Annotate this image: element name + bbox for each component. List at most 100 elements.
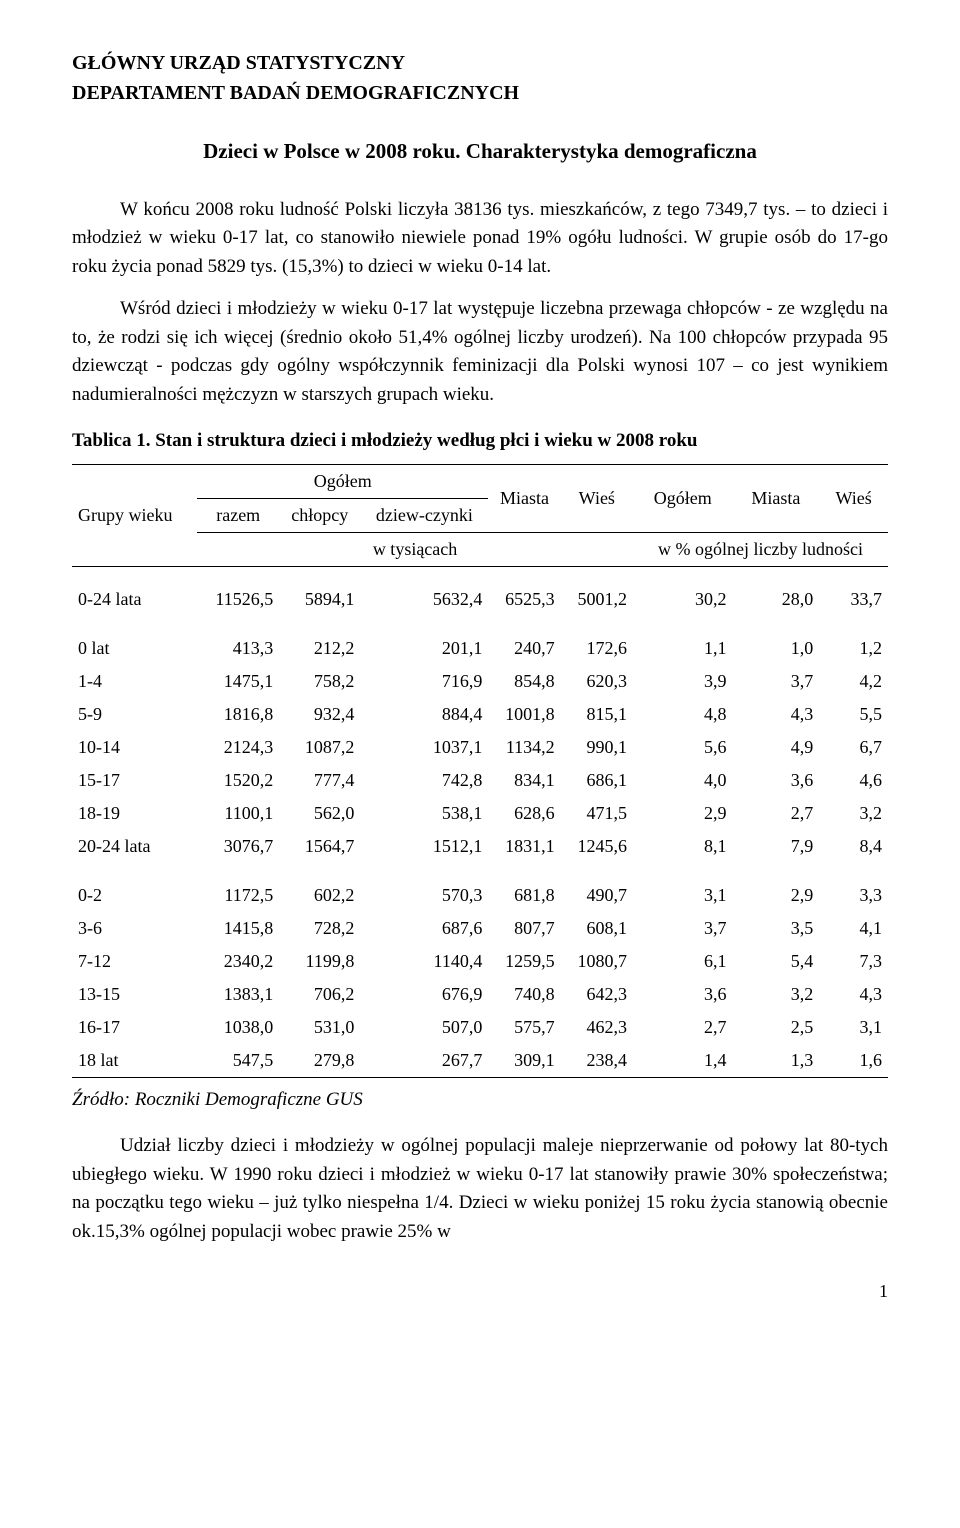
table-cell: 0 lat (72, 632, 197, 665)
table-cell: 1383,1 (197, 978, 279, 1011)
table-cell: 1564,7 (279, 830, 360, 863)
table-cell: 1001,8 (488, 698, 560, 731)
paragraph-3: Udział liczby dzieci i młodzieży w ogóln… (72, 1132, 888, 1246)
table-cell: 620,3 (561, 665, 633, 698)
table-row: 18-191100,1562,0538,1628,6471,52,92,73,2 (72, 797, 888, 830)
table-cell: 240,7 (488, 632, 560, 665)
table-cell: 1512,1 (360, 830, 488, 863)
table-row: 3-61415,8728,2687,6807,7608,13,73,54,1 (72, 912, 888, 945)
table-cell: 10-14 (72, 731, 197, 764)
table-cell: 1520,2 (197, 764, 279, 797)
table-cell: 2,7 (733, 797, 820, 830)
col-razem: razem (197, 498, 279, 532)
col-grupy: Grupy wieku (72, 464, 197, 566)
table-cell: 2340,2 (197, 945, 279, 978)
demographics-table: Grupy wieku Ogółem Miasta Wieś Ogółem Mi… (72, 464, 888, 1078)
table-row: 20-24 lata3076,71564,71512,11831,11245,6… (72, 830, 888, 863)
table-cell: 531,0 (279, 1011, 360, 1044)
table-cell: 932,4 (279, 698, 360, 731)
table-cell: 1134,2 (488, 731, 560, 764)
table-cell: 1415,8 (197, 912, 279, 945)
table-row: 0 lat413,3212,2201,1240,7172,61,11,01,2 (72, 632, 888, 665)
table-cell: 3,1 (633, 879, 733, 912)
table-cell: 1245,6 (561, 830, 633, 863)
table-cell: 5,6 (633, 731, 733, 764)
col-ogolem-pct: Ogółem (633, 464, 733, 532)
table-cell: 1259,5 (488, 945, 560, 978)
table-cell: 1100,1 (197, 797, 279, 830)
table-cell: 5,4 (733, 945, 820, 978)
table-cell: 547,5 (197, 1044, 279, 1078)
table-cell: 681,8 (488, 879, 560, 912)
table-cell: 4,6 (819, 764, 888, 797)
table-cell: 2,7 (633, 1011, 733, 1044)
paragraph-1: W końcu 2008 roku ludność Polski liczyła… (72, 196, 888, 282)
table-cell: 815,1 (561, 698, 633, 731)
table-cell: 201,1 (360, 632, 488, 665)
table-cell: 1037,1 (360, 731, 488, 764)
table-cell: 18-19 (72, 797, 197, 830)
table-row: 1-41475,1758,2716,9854,8620,33,93,74,2 (72, 665, 888, 698)
table-cell: 562,0 (279, 797, 360, 830)
table-cell: 16-17 (72, 1011, 197, 1044)
table-cell: 5632,4 (360, 583, 488, 616)
table-row: 0-24 lata11526,55894,15632,46525,35001,2… (72, 583, 888, 616)
page-number: 1 (72, 1278, 888, 1305)
table-cell: 777,4 (279, 764, 360, 797)
table-cell: 538,1 (360, 797, 488, 830)
table-row: 0-21172,5602,2570,3681,8490,73,12,93,3 (72, 879, 888, 912)
col-w-pct: w % ogólnej liczby ludności (633, 532, 888, 566)
col-miasta-pct: Miasta (733, 464, 820, 532)
table-cell: 4,8 (633, 698, 733, 731)
table-cell: 3,1 (819, 1011, 888, 1044)
table-cell: 608,1 (561, 912, 633, 945)
table-cell: 3,6 (633, 978, 733, 1011)
table-caption: Tablica 1. Stan i struktura dzieci i mło… (72, 427, 888, 456)
table-cell: 716,9 (360, 665, 488, 698)
table-cell: 309,1 (488, 1044, 560, 1078)
table-cell: 884,4 (360, 698, 488, 731)
table-cell: 628,6 (488, 797, 560, 830)
table-row: 15-171520,2777,4742,8834,1686,14,03,64,6 (72, 764, 888, 797)
table-cell: 1831,1 (488, 830, 560, 863)
table-cell: 11526,5 (197, 583, 279, 616)
table-cell: 6525,3 (488, 583, 560, 616)
table-cell: 20-24 lata (72, 830, 197, 863)
col-wies: Wieś (561, 464, 633, 532)
table-cell: 676,9 (360, 978, 488, 1011)
table-row: 5-91816,8932,4884,41001,8815,14,84,35,5 (72, 698, 888, 731)
table-cell: 642,3 (561, 978, 633, 1011)
table-cell: 471,5 (561, 797, 633, 830)
table-cell: 5-9 (72, 698, 197, 731)
col-wies-pct: Wieś (819, 464, 888, 532)
table-cell: 4,3 (819, 978, 888, 1011)
table-cell: 807,7 (488, 912, 560, 945)
table-cell: 575,7 (488, 1011, 560, 1044)
table-cell: 4,0 (633, 764, 733, 797)
table-source: Źródło: Roczniki Demograficzne GUS (72, 1086, 888, 1115)
table-cell: 3,7 (733, 665, 820, 698)
table-cell: 686,1 (561, 764, 633, 797)
table-cell: 687,6 (360, 912, 488, 945)
table-cell: 740,8 (488, 978, 560, 1011)
table-cell: 2,9 (633, 797, 733, 830)
table-cell: 172,6 (561, 632, 633, 665)
table-cell: 2,5 (733, 1011, 820, 1044)
table-cell: 834,1 (488, 764, 560, 797)
table-cell: 728,2 (279, 912, 360, 945)
table-row: 7-122340,21199,81140,41259,51080,76,15,4… (72, 945, 888, 978)
table-cell: 4,1 (819, 912, 888, 945)
table-cell: 3-6 (72, 912, 197, 945)
table-cell: 1172,5 (197, 879, 279, 912)
table-cell: 6,1 (633, 945, 733, 978)
table-cell: 1475,1 (197, 665, 279, 698)
table-cell: 3,6 (733, 764, 820, 797)
table-cell: 3,7 (633, 912, 733, 945)
table-cell: 3,9 (633, 665, 733, 698)
table-cell: 854,8 (488, 665, 560, 698)
table-cell: 2124,3 (197, 731, 279, 764)
table-cell: 33,7 (819, 583, 888, 616)
table-cell: 413,3 (197, 632, 279, 665)
table-cell: 7,3 (819, 945, 888, 978)
table-cell: 8,1 (633, 830, 733, 863)
